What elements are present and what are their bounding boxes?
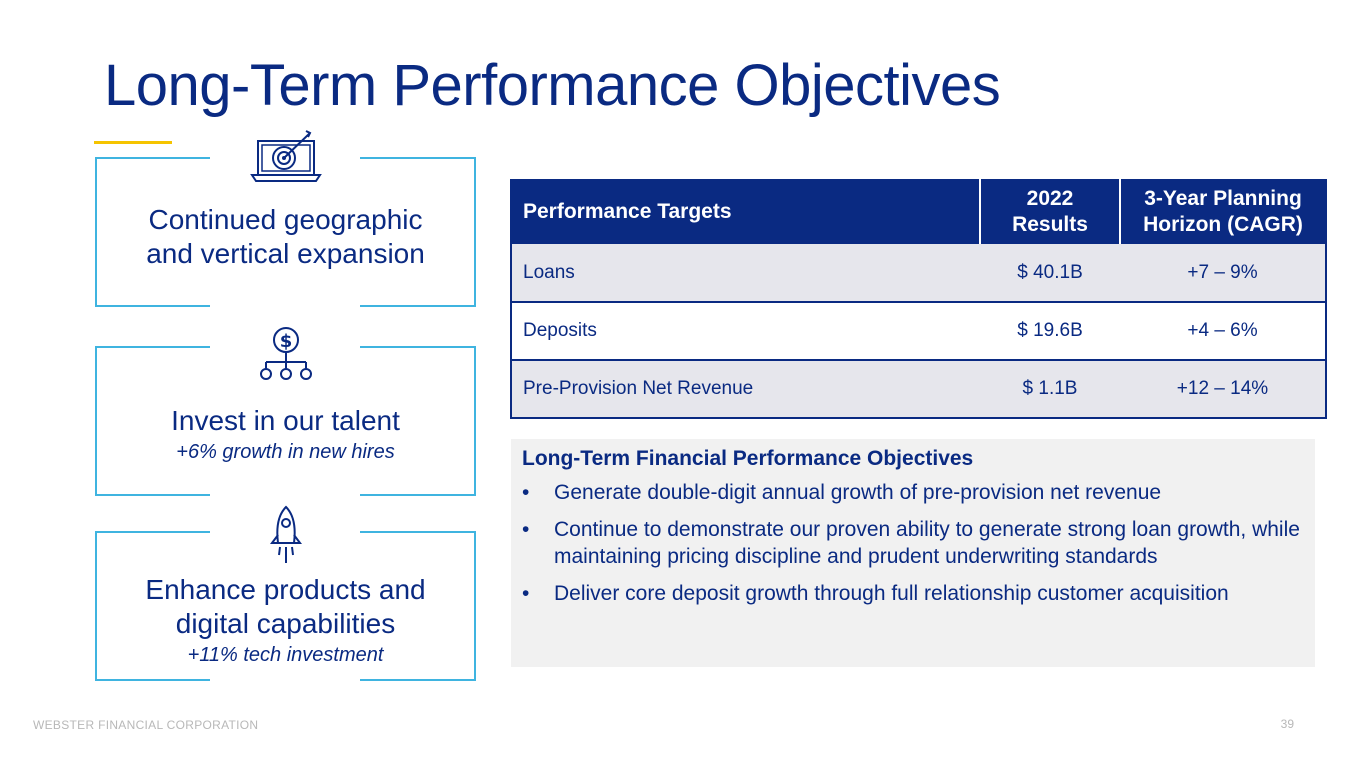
row-label: Deposits bbox=[511, 302, 980, 361]
row-2022-value: $ 1.1B bbox=[980, 360, 1120, 419]
card-talent-title: Invest in our talent bbox=[171, 405, 400, 436]
bullet-marker: • bbox=[522, 582, 530, 605]
bullet-marker: • bbox=[522, 518, 530, 541]
objectives-list: • Generate double-digit annual growth of … bbox=[522, 479, 1304, 607]
table-row: Pre-Provision Net Revenue $ 1.1B +12 – 1… bbox=[511, 360, 1326, 419]
objective-text: Generate double-digit annual growth of p… bbox=[554, 481, 1162, 504]
card-digital-title: Enhance products and digital capabilitie… bbox=[145, 574, 426, 639]
footer-company-name: WEBSTER FINANCIAL CORPORATION bbox=[33, 718, 259, 732]
rocket-icon bbox=[265, 503, 306, 569]
performance-targets-table: Performance Targets 2022 Results 3-Year … bbox=[510, 179, 1327, 419]
objective-text: Deliver core deposit growth through full… bbox=[554, 582, 1229, 605]
row-2022-value: $ 19.6B bbox=[980, 302, 1120, 361]
dollar-network-icon: $ bbox=[255, 324, 316, 384]
title-accent-line bbox=[94, 141, 172, 144]
row-label: Loans bbox=[511, 244, 980, 303]
card-geographic-title: Continued geographic and vertical expans… bbox=[97, 203, 474, 271]
header-2022-results: 2022 Results bbox=[979, 179, 1120, 244]
row-2022-value: $ 40.1B bbox=[980, 244, 1120, 303]
page-number: 39 bbox=[1280, 717, 1294, 731]
table-header-row: Performance Targets 2022 Results 3-Year … bbox=[511, 179, 1326, 244]
objectives-heading: Long-Term Financial Performance Objectiv… bbox=[522, 447, 974, 470]
row-cagr-value: +7 – 9% bbox=[1120, 244, 1326, 303]
card-talent: $ Invest in our talent +6% growth in new… bbox=[95, 324, 476, 497]
svg-text:$: $ bbox=[279, 331, 292, 352]
bullet-marker: • bbox=[522, 481, 530, 504]
list-item: • Generate double-digit annual growth of … bbox=[522, 479, 1304, 506]
row-label: Pre-Provision Net Revenue bbox=[511, 360, 980, 419]
header-performance-targets: Performance Targets bbox=[511, 179, 980, 244]
card-talent-subtitle: +6% growth in new hires bbox=[176, 441, 395, 463]
objectives-panel: Long-Term Financial Performance Objectiv… bbox=[511, 439, 1315, 667]
table-row: Loans $ 40.1B +7 – 9% bbox=[511, 244, 1326, 303]
table-row: Deposits $ 19.6B +4 – 6% bbox=[511, 302, 1326, 361]
row-cagr-value: +12 – 14% bbox=[1120, 360, 1326, 419]
page-title: Long-Term Performance Objectives bbox=[104, 53, 1001, 118]
card-digital: Enhance products and digital capabilitie… bbox=[95, 503, 476, 682]
header-planning-horizon: 3-Year Planning Horizon (CAGR) bbox=[1119, 179, 1326, 244]
laptop-target-icon bbox=[247, 129, 324, 189]
list-item: • Deliver core deposit growth through ful… bbox=[522, 580, 1304, 607]
card-digital-subtitle: +11% tech investment bbox=[187, 644, 384, 666]
list-item: • Continue to demonstrate our proven abil… bbox=[522, 516, 1304, 570]
row-cagr-value: +4 – 6% bbox=[1120, 302, 1326, 361]
objective-text: Continue to demonstrate our proven abili… bbox=[554, 518, 1300, 568]
card-geographic-expansion: Continued geographic and vertical expans… bbox=[95, 129, 476, 308]
card-geographic-line: Continued geographic and vertical expans… bbox=[146, 204, 425, 269]
